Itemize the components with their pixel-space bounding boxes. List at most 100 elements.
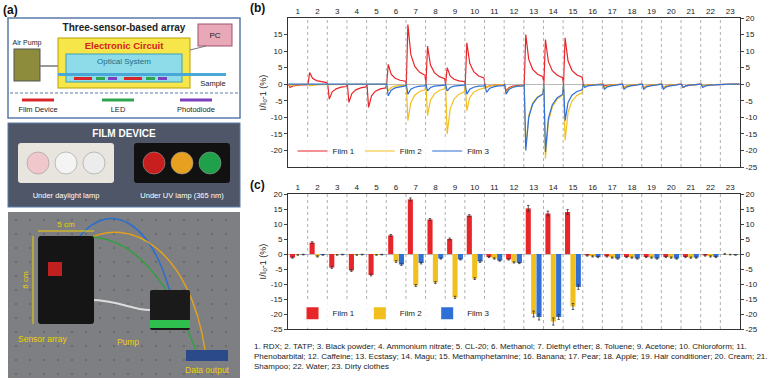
- svg-text:7: 7: [414, 7, 419, 16]
- svg-text:Film 2: Film 2: [400, 309, 422, 318]
- svg-text:Sensor array: Sensor array: [18, 334, 67, 344]
- svg-text:15: 15: [273, 30, 282, 39]
- svg-text:Film 2: Film 2: [400, 147, 422, 156]
- svg-text:20: 20: [746, 190, 755, 199]
- svg-text:5: 5: [278, 235, 283, 244]
- svg-text:20: 20: [746, 14, 755, 23]
- svg-text:-10: -10: [746, 113, 758, 122]
- svg-text:-5: -5: [746, 265, 754, 274]
- svg-text:-15: -15: [746, 130, 758, 139]
- svg-text:17: 17: [608, 183, 617, 192]
- svg-text:Photodiode: Photodiode: [177, 105, 215, 114]
- svg-text:15: 15: [569, 183, 578, 192]
- svg-text:PC: PC: [209, 31, 220, 40]
- svg-text:Three-sensor-based array: Three-sensor-based array: [63, 22, 186, 33]
- svg-text:-20: -20: [271, 146, 283, 155]
- svg-text:19: 19: [647, 7, 656, 16]
- svg-text:(a): (a): [3, 3, 18, 17]
- svg-text:6: 6: [394, 7, 399, 16]
- svg-text:I/I₀-1 (%): I/I₀-1 (%): [258, 75, 268, 111]
- svg-text:7: 7: [414, 183, 419, 192]
- svg-text:0: 0: [746, 80, 751, 89]
- svg-text:20: 20: [273, 190, 282, 199]
- svg-text:2: 2: [315, 7, 320, 16]
- svg-text:-10: -10: [746, 280, 758, 289]
- svg-text:I/I₀-1 (%): I/I₀-1 (%): [258, 244, 268, 280]
- svg-text:22: 22: [706, 7, 715, 16]
- svg-text:-15: -15: [746, 295, 758, 304]
- svg-text:14: 14: [549, 7, 558, 16]
- svg-text:Film 1: Film 1: [333, 147, 355, 156]
- svg-text:13: 13: [529, 7, 538, 16]
- svg-text:16: 16: [588, 7, 597, 16]
- svg-text:2: 2: [315, 183, 320, 192]
- svg-text:Electronic Circuit: Electronic Circuit: [85, 40, 164, 51]
- svg-text:-25: -25: [746, 325, 758, 334]
- svg-text:14: 14: [549, 183, 558, 192]
- svg-text:10: 10: [470, 7, 479, 16]
- svg-text:3: 3: [335, 183, 340, 192]
- svg-text:15: 15: [569, 7, 578, 16]
- svg-text:0: 0: [746, 250, 751, 259]
- svg-text:10: 10: [746, 220, 755, 229]
- svg-text:5: 5: [746, 63, 751, 72]
- svg-text:-25: -25: [746, 163, 758, 172]
- svg-text:Data output: Data output: [185, 365, 230, 375]
- svg-text:6: 6: [394, 183, 399, 192]
- svg-text:1: 1: [296, 183, 301, 192]
- svg-text:Sample: Sample: [200, 79, 225, 88]
- svg-text:Film 3: Film 3: [467, 147, 489, 156]
- svg-text:12: 12: [510, 183, 519, 192]
- svg-text:0: 0: [278, 80, 283, 89]
- svg-text:Film Device: Film Device: [18, 105, 57, 114]
- svg-text:FILM DEVICE: FILM DEVICE: [92, 128, 156, 139]
- svg-text:Film 3: Film 3: [467, 309, 489, 318]
- svg-text:10: 10: [273, 220, 282, 229]
- svg-text:15: 15: [746, 205, 755, 214]
- svg-text:-5: -5: [746, 97, 754, 106]
- svg-text:5 cm: 5 cm: [57, 220, 75, 229]
- svg-text:Air Pump: Air Pump: [13, 39, 42, 47]
- svg-text:15: 15: [746, 30, 755, 39]
- svg-text:Under daylight lamp: Under daylight lamp: [33, 191, 100, 200]
- svg-text:18: 18: [627, 7, 636, 16]
- svg-text:18: 18: [627, 183, 636, 192]
- svg-text:21: 21: [686, 7, 695, 16]
- svg-text:16: 16: [588, 183, 597, 192]
- svg-text:19: 19: [647, 183, 656, 192]
- svg-text:20: 20: [667, 183, 676, 192]
- svg-text:-15: -15: [271, 130, 283, 139]
- svg-text:11: 11: [490, 183, 499, 192]
- svg-text:5: 5: [278, 63, 283, 72]
- svg-text:23: 23: [726, 183, 735, 192]
- svg-text:13: 13: [529, 183, 538, 192]
- svg-text:6 cm: 6 cm: [21, 271, 30, 289]
- svg-text:-15: -15: [271, 295, 283, 304]
- svg-text:5: 5: [746, 235, 751, 244]
- svg-text:22: 22: [706, 183, 715, 192]
- svg-text:5: 5: [374, 183, 379, 192]
- svg-text:21: 21: [686, 183, 695, 192]
- svg-text:Film 1: Film 1: [333, 309, 355, 318]
- svg-text:10: 10: [470, 183, 479, 192]
- svg-text:-20: -20: [746, 310, 758, 319]
- svg-text:-5: -5: [275, 97, 283, 106]
- svg-text:12: 12: [510, 7, 519, 16]
- svg-text:Optical System: Optical System: [97, 57, 151, 66]
- svg-text:20: 20: [667, 7, 676, 16]
- svg-text:LED: LED: [111, 105, 126, 114]
- svg-text:Under UV lamp (365 nm): Under UV lamp (365 nm): [140, 191, 224, 200]
- svg-text:1: 1: [296, 7, 301, 16]
- svg-text:-10: -10: [271, 113, 283, 122]
- svg-text:9: 9: [453, 7, 458, 16]
- svg-text:11: 11: [490, 7, 499, 16]
- svg-text:3: 3: [335, 7, 340, 16]
- svg-text:9: 9: [453, 183, 458, 192]
- svg-text:0: 0: [278, 250, 283, 259]
- svg-text:15: 15: [273, 205, 282, 214]
- svg-text:5: 5: [374, 7, 379, 16]
- svg-text:-5: -5: [275, 265, 283, 274]
- svg-text:Pump: Pump: [117, 337, 139, 347]
- svg-text:-25: -25: [271, 325, 283, 334]
- svg-text:8: 8: [433, 7, 438, 16]
